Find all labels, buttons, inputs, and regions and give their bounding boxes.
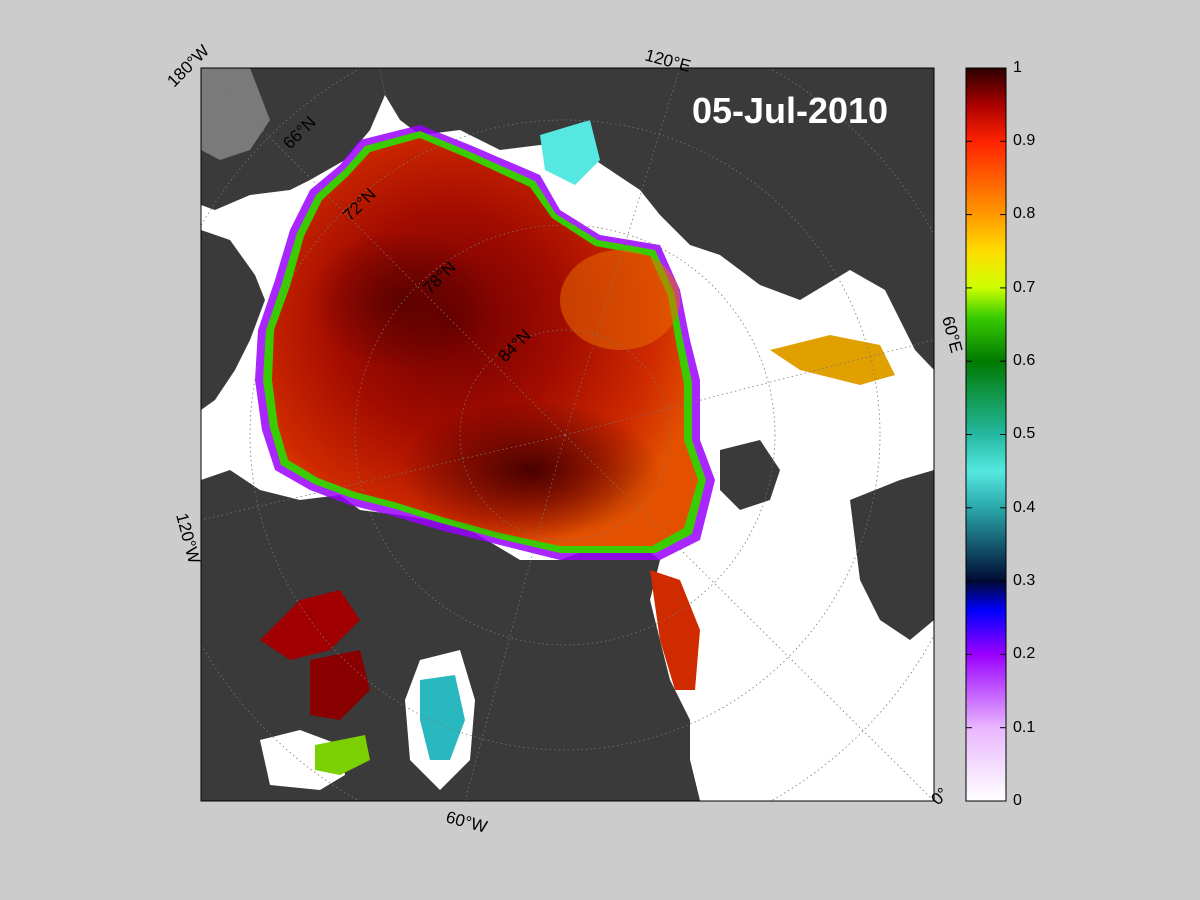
alaska-canada-land [201, 230, 265, 410]
map-frame [200, 67, 935, 802]
lon-label-60w: 60°W [444, 808, 489, 837]
scandinavia-land [850, 470, 934, 640]
grey-inland-area [201, 68, 270, 160]
colorbar [965, 67, 1007, 802]
colorbar-tick-0-7: 0.7 [1013, 279, 1036, 296]
sea-ice-core-high [400, 400, 660, 540]
colorbar-gradient [965, 67, 1007, 802]
sea-ice-marginal-orange [560, 250, 680, 350]
colorbar-tick-0-2: 0.2 [1013, 645, 1036, 662]
east-siberian-bay-ice [540, 120, 600, 185]
colorbar-tick-0-4: 0.4 [1013, 499, 1036, 516]
greenland-east-coast-ice [650, 570, 700, 690]
baffin-bay-ice [420, 675, 465, 760]
colorbar-tick-0-1: 0.1 [1013, 719, 1036, 736]
kara-sea-ice [770, 335, 895, 385]
lon-label-120w: 120°W [172, 511, 204, 565]
colorbar-tick-0-6: 0.6 [1013, 352, 1036, 369]
svalbard-land [720, 440, 780, 510]
colorbar-tick-0: 0 [1013, 792, 1022, 809]
colorbar-tick-0-9: 0.9 [1013, 132, 1036, 149]
colorbar-tick-0-8: 0.8 [1013, 205, 1036, 222]
colorbar-tick-marks [966, 67, 1006, 802]
colorbar-tick-0-5: 0.5 [1013, 425, 1036, 442]
archipelago-channel-ice [260, 590, 360, 660]
hudson-bay-ice [315, 735, 370, 775]
greenland-land [440, 560, 700, 801]
date-label: 05-Jul-2010 [692, 90, 888, 131]
archipelago-channel-ice-2 [310, 650, 370, 720]
map-graticule [201, 68, 934, 801]
lon-label-60e: 60°E [938, 314, 966, 355]
polar-map [201, 68, 934, 801]
colorbar-tick-0-3: 0.3 [1013, 572, 1036, 589]
sea-ice-core-high-2 [310, 230, 490, 370]
eurasia-land [380, 68, 934, 370]
colorbar-tick-1: 1 [1013, 59, 1022, 76]
